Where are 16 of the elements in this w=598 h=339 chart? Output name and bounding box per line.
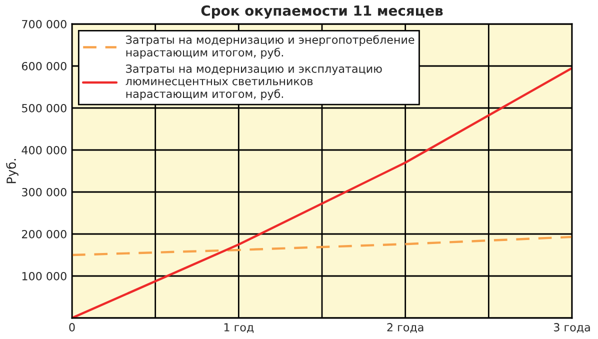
y-tick-label: 200 000 [22, 230, 66, 238]
x-tick-label: 2 года [387, 323, 424, 333]
x-tick-label: 3 года [554, 323, 590, 333]
chart-title: Срок окупаемости 11 месяцев [201, 5, 443, 19]
legend-label: Затраты на модернизацию и энергопотребление нарастающим итогом, руб. [126, 35, 414, 59]
y-tick-label: 300 000 [22, 188, 66, 196]
y-tick-label: 100 000 [22, 272, 66, 280]
y-tick-label: 400 000 [22, 146, 66, 154]
line-series [72, 236, 572, 256]
x-tick-label: 0 [69, 323, 75, 332]
x-tick-label: 1 год [224, 323, 254, 333]
y-axis-title: Руб. [6, 159, 18, 184]
legend-label: Затраты на модернизацию и эксплуатацию люминесцентных светильников нарастающим итогом, руб. [126, 64, 382, 100]
y-tick-label: 500 000 [22, 104, 66, 112]
y-tick-label: 700 000 [22, 20, 66, 28]
y-tick-label: 600 000 [22, 62, 66, 70]
